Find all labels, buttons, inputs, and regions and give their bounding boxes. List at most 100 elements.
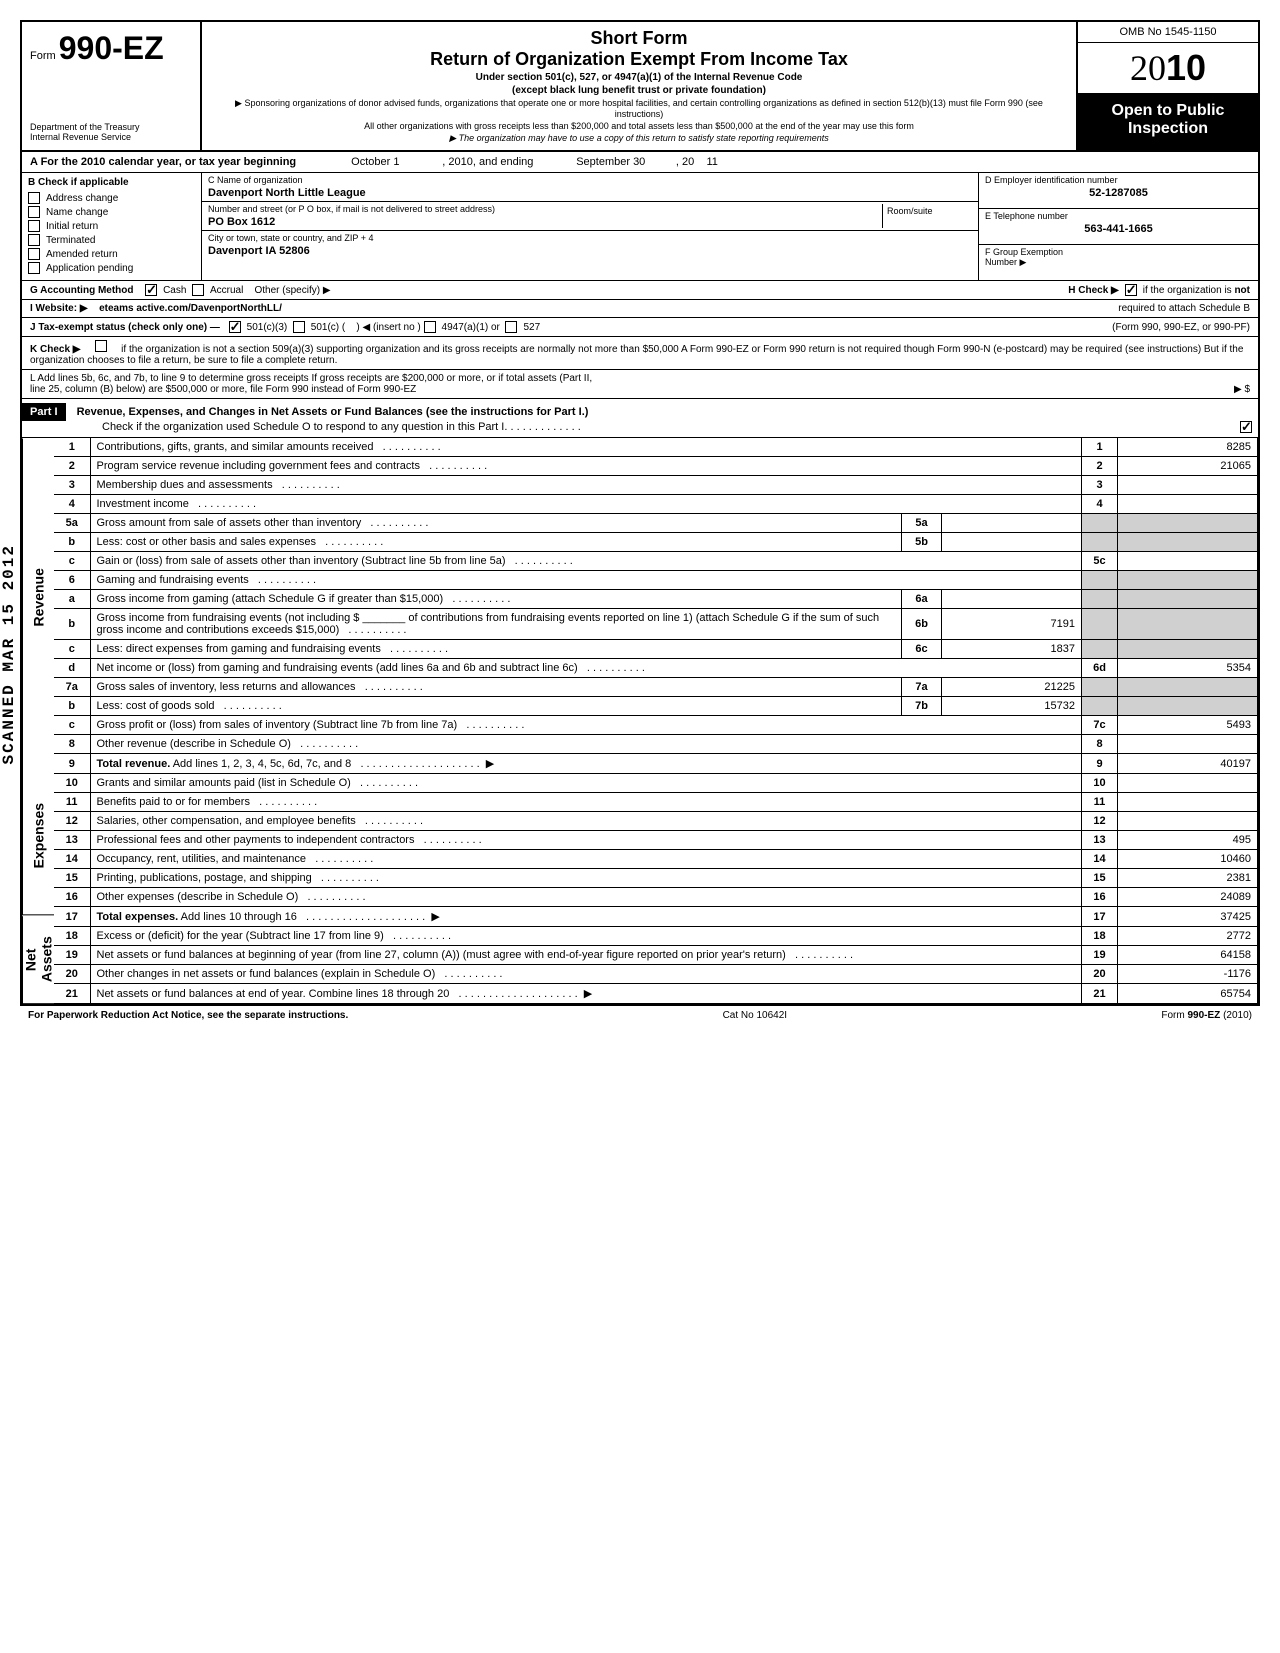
right-line-number [1082,590,1118,609]
line-description: Professional fees and other payments to … [90,831,1082,850]
line-number: d [54,659,90,678]
right-value [1118,476,1258,495]
instructions-1: ▶ Sponsoring organizations of donor advi… [212,98,1066,119]
instructions-3: ▶ The organization may have to use a cop… [212,133,1066,144]
right-line-number: 20 [1082,965,1118,984]
checkbox-527[interactable] [505,321,517,333]
omb-number: OMB No 1545-1150 [1078,22,1258,43]
section-a-label: A For the 2010 calendar year, or tax yea… [30,156,296,168]
check-address-change[interactable]: Address change [28,192,195,204]
section-b-label: B Check if applicable [28,177,129,188]
line-number: 7a [54,678,90,697]
line-description: Less: cost of goods sold . . . . . . . .… [90,697,902,716]
right-line-number: 1 [1082,438,1118,457]
part-i-body: Revenue Expenses Net Assets 1Contributio… [22,438,1258,1004]
end-year-label: , 20 [676,156,694,168]
right-line-number [1082,533,1118,552]
tel-label: E Telephone number [985,211,1252,221]
line-description: Gross income from fundraising events (no… [90,609,902,640]
opt-initial: Initial return [46,221,98,232]
public-line2: Inspection [1082,120,1254,138]
checkbox-501c3[interactable] [229,321,241,333]
table-row: dNet income or (loss) from gaming and fu… [54,659,1258,678]
line-number: c [54,552,90,571]
part-i-label: Part I [22,403,66,421]
footer-mid: Cat No 10642I [723,1010,788,1021]
line-number: 4 [54,495,90,514]
right-value: 37425 [1118,907,1258,927]
checkbox-icon [28,206,40,218]
right-value [1118,774,1258,793]
expenses-label: Expenses [22,756,54,915]
right-value [1118,697,1258,716]
checkbox-501c[interactable] [293,321,305,333]
right-line-number: 6d [1082,659,1118,678]
j-501c: 501(c) ( [311,322,345,333]
line-number: 13 [54,831,90,850]
instructions-2: All other organizations with gross recei… [212,121,1066,131]
org-addr-label: Number and street (or P O box, if mail i… [208,204,882,214]
mid-line-number: 5a [902,514,942,533]
checkbox-schedule-o[interactable] [1240,421,1252,433]
table-row: 20Other changes in net assets or fund ba… [54,965,1258,984]
form-990ez-container: Form 990-EZ Department of the Treasury I… [20,20,1260,1006]
mid-line-number: 6a [902,590,942,609]
right-value: 5493 [1118,716,1258,735]
part-i-table: 1Contributions, gifts, grants, and simil… [54,438,1258,1004]
mid-line-number: 5b [902,533,942,552]
part-i-check-text: Check if the organization used Schedule … [102,421,504,433]
check-terminated[interactable]: Terminated [28,234,195,246]
check-amended[interactable]: Amended return [28,248,195,260]
g-other: Other (specify) ▶ [254,285,330,296]
line-description: Other changes in net assets or fund bala… [90,965,1082,984]
opt-terminated: Terminated [46,235,95,246]
g-cash: Cash [163,285,186,296]
table-row: 9Total revenue. Add lines 1, 2, 3, 4, 5c… [54,754,1258,774]
table-row: 15Printing, publications, postage, and s… [54,869,1258,888]
h-label: H Check ▶ [1068,285,1118,296]
tax-year: 2010 [1078,43,1258,94]
table-row: aGross income from gaming (attach Schedu… [54,590,1258,609]
checkbox-accrual[interactable] [192,284,204,296]
line-description: Grants and similar amounts paid (list in… [90,774,1082,793]
line-description: Net assets or fund balances at beginning… [90,946,1082,965]
line-number: 14 [54,850,90,869]
right-value: 10460 [1118,850,1258,869]
line-description: Gross sales of inventory, less returns a… [90,678,902,697]
right-value [1118,571,1258,590]
year-suffix: 10 [1166,47,1206,88]
right-value: 5354 [1118,659,1258,678]
subtitle1: Under section 501(c), 527, or 4947(a)(1)… [212,72,1066,83]
line-description: Net income or (loss) from gaming and fun… [90,659,1082,678]
mid-line-number: 6b [902,609,942,640]
right-value [1118,812,1258,831]
right-line-number: 15 [1082,869,1118,888]
group-label: F Group Exemption [985,247,1252,257]
h-text-end: (Form 990, 990-EZ, or 990-PF) [1112,322,1250,333]
right-value: 64158 [1118,946,1258,965]
line-number: 1 [54,438,90,457]
checkbox-h[interactable] [1125,284,1137,296]
check-pending[interactable]: Application pending [28,262,195,274]
ein-column: D Employer identification number 52-1287… [978,173,1258,280]
check-initial-return[interactable]: Initial return [28,220,195,232]
section-a-tax-year: A For the 2010 calendar year, or tax yea… [22,152,1258,173]
line-number: b [54,533,90,552]
right-header-box: OMB No 1545-1150 2010 Open to Public Ins… [1078,22,1258,150]
title-box: Short Form Return of Organization Exempt… [202,22,1078,150]
right-line-number: 7c [1082,716,1118,735]
subtitle2: (except black lung benefit trust or priv… [212,85,1066,96]
line-i: I Website: ▶ eteams active.com/Davenport… [22,300,1258,318]
public-line1: Open to Public [1082,102,1254,120]
k-text: if the organization is not a section 509… [30,344,1243,366]
checkbox-4947[interactable] [424,321,436,333]
tel-value: 563-441-1665 [985,223,1252,235]
right-line-number: 8 [1082,735,1118,754]
right-value: 8285 [1118,438,1258,457]
line-number: 8 [54,735,90,754]
check-name-change[interactable]: Name change [28,206,195,218]
checkbox-k[interactable] [95,340,107,352]
right-value [1118,495,1258,514]
checkbox-cash[interactable] [145,284,157,296]
line-j: J Tax-exempt status (check only one) — 5… [22,318,1258,337]
